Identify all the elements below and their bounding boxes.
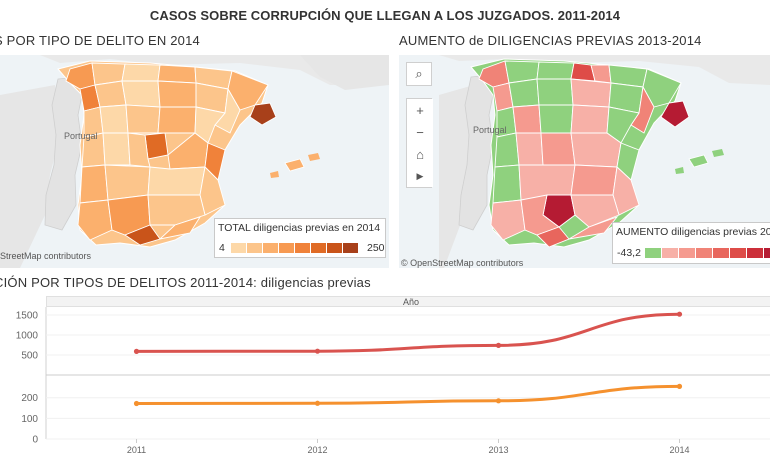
left-map[interactable]: Portugal StreetMap contributors [0,55,389,268]
legend-swatch [696,248,713,258]
legend-swatch [279,243,295,253]
legend-swatch [311,243,327,253]
right-map[interactable]: Portugal © OpenStreetMap contributors [399,55,770,268]
map-attribution: StreetMap contributors [0,251,92,261]
y-tick-label: 500 [21,351,38,362]
map-controls: + − ⌂ ▶ [406,98,433,188]
y-tick-label: 0 [32,435,38,446]
legend-min: 4 [219,242,225,254]
series-line-roja [135,312,681,353]
zoom-in-button[interactable]: + [407,99,433,121]
legend-swatches [645,248,770,258]
legend-swatch [247,243,263,253]
x-tick-label: 2012 [307,445,327,455]
dashboard-title: CASOS SOBRE CORRUPCIÓN QUE LLEGAN A LOS … [149,8,621,23]
right-map-title: AUMENTO de DILIGENCIAS PREVIAS 2013-2014 [399,33,702,48]
legend-swatches [231,243,359,253]
map-attribution: © OpenStreetMap contributors [401,258,524,268]
y-tick-label: 1500 [16,311,39,322]
data-point-naranja [495,398,502,404]
legend-max: 250 [367,242,385,254]
legend-swatch [662,248,679,258]
left-map-title: S POR TIPO DE DELITO EN 2014 [0,33,200,48]
legend-swatch [747,248,764,258]
x-tick-label: 2011 [127,445,146,455]
legend-swatch [327,243,343,253]
search-icon: ⌕ [415,66,423,81]
chart-title: CIÓN POR TIPOS DE DELITOS 2011-2014: dil… [0,275,371,290]
label-portugal: Portugal [473,125,507,135]
home-button[interactable]: ⌂ [407,143,433,165]
minus-icon: − [416,124,424,140]
data-point-naranja [133,400,140,407]
legend-swatch [764,248,770,258]
map-toolbar: ⌕ + − ⌂ ▶ [406,62,433,188]
zoom-out-button[interactable]: − [407,121,433,143]
data-point-naranja [314,400,321,406]
left-map-canvas[interactable]: Portugal [0,55,389,268]
legend-swatch [679,248,696,258]
map-search-button[interactable]: ⌕ [406,62,432,86]
data-point-roja [495,342,502,348]
x-tick-label: 2014 [669,445,689,455]
y-tick-label: 200 [21,393,38,404]
legend-swatch [713,248,730,258]
legend-swatch [295,243,311,253]
legend-swatch [343,243,359,253]
legend-title: TOTAL diligencias previas en 2014 [218,222,381,234]
legend-swatch [263,243,279,253]
x-tick-label: 2013 [488,445,508,455]
label-portugal: Portugal [64,131,98,141]
y-tick-label: 100 [21,414,38,425]
play-button[interactable]: ▶ [407,165,433,187]
y-tick-label: 1000 [16,331,39,342]
home-icon: ⌂ [416,146,424,162]
legend-min: -43,2 [617,247,641,259]
play-icon: ▶ [416,170,424,181]
chart-column-header: Año [46,296,770,307]
series-line-naranja [135,384,681,405]
legend-title: AUMENTO diligencias previas 20 [616,226,770,238]
legend-swatch [231,243,247,253]
legend-swatch [730,248,747,258]
left-map-legend: TOTAL diligencias previas en 2014 4 250 [214,218,386,258]
plus-icon: + [416,102,424,118]
right-map-legend: AUMENTO diligencias previas 20 -43,2 [612,222,770,264]
legend-swatch [645,248,662,258]
data-point-roja [676,311,683,317]
data-point-roja [133,348,140,354]
data-point-roja [314,348,321,354]
data-point-naranja [676,383,683,389]
